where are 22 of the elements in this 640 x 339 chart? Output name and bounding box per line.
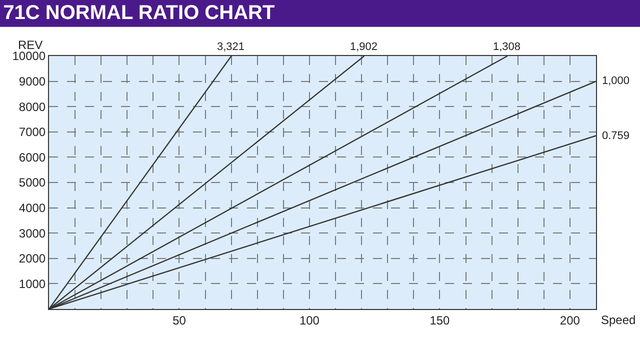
x-tick-label: 100 — [299, 313, 320, 328]
y-tick-label: 7000 — [18, 125, 46, 140]
x-tick-label: 200 — [560, 313, 580, 328]
series-label: 1,308 — [493, 41, 521, 53]
x-axis-title: Speed — [601, 313, 636, 327]
y-tick-label: 3000 — [18, 226, 46, 240]
x-tick-label: 150 — [430, 313, 450, 328]
x-tick-label: 50 — [172, 313, 186, 328]
series-label: 1,902 — [350, 41, 378, 53]
y-tick-label: 9000 — [18, 74, 46, 88]
y-tick-label: 2000 — [18, 252, 46, 266]
series-label: 3,321 — [217, 41, 245, 53]
y-tick-label: 4000 — [18, 201, 46, 215]
y-tick-label: 10000 — [12, 49, 46, 64]
y-axis-title: REV — [18, 38, 43, 52]
y-tick-label: 6000 — [18, 150, 46, 164]
y-tick-label: 8000 — [18, 100, 46, 114]
chart-title: 71C NORMAL RATIO CHART — [3, 2, 275, 24]
y-tick-label: 5000 — [18, 176, 46, 190]
series-label: 0.759 — [602, 130, 630, 142]
series-label: 1,000 — [602, 75, 630, 87]
y-tick-label: 1000 — [18, 276, 46, 291]
